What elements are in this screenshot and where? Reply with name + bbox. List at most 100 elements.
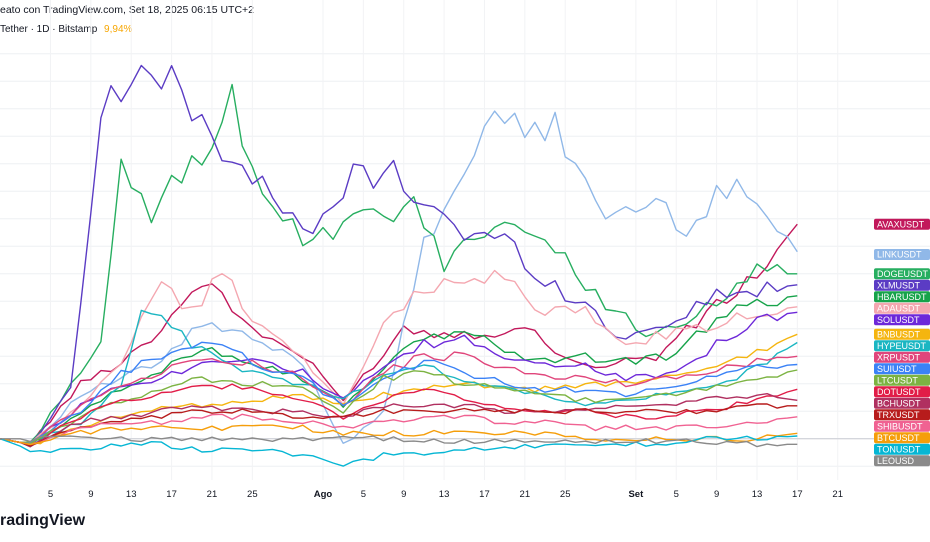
legend-tag-dogeusdt[interactable]: DOGEUSDT [874, 268, 930, 280]
legend-tag-label: SOLUSDT [877, 315, 920, 325]
legend-tag-label: HYPEUSDT [877, 341, 927, 351]
series-line-bchusdt [0, 393, 798, 448]
legend-tag-label: LEOUSD [877, 456, 915, 466]
series-line-xrpusdt [0, 351, 798, 447]
symbol-info: Tether · 1D · Bitstamp [0, 24, 98, 35]
series-line-trxusdt [0, 403, 798, 447]
legend-tag-xrpusdt[interactable]: XRPUSDT [874, 351, 930, 363]
chart-series [0, 64, 798, 467]
series-line-shibusdt [0, 413, 798, 445]
legend-tag-label: HBARUSDT [877, 292, 927, 302]
legend-tag-label: TRXUSDT [877, 410, 920, 420]
legend-tag-btcusdt[interactable]: BTCUSDT [874, 432, 930, 444]
legend-tag-adausdt[interactable]: ADAUSDT [874, 302, 930, 314]
legend-tag-label: XRPUSDT [877, 352, 921, 362]
legend-tag-bg [874, 218, 930, 230]
legend-tag-bg [874, 443, 930, 455]
legend-tag-suiusdt[interactable]: SUIUSDT [874, 363, 930, 375]
legend-tag-bg [874, 409, 930, 421]
legend-tag-label: SHIBUSDT [877, 421, 923, 431]
legend-tag-hbarusdt[interactable]: HBARUSDT [874, 291, 930, 303]
x-tick-label: 5 [674, 489, 679, 500]
legend-tag-label: BNBUSDT [877, 329, 921, 339]
legend-tag-bchusdt[interactable]: BCHUSDT [874, 397, 930, 409]
legend-tag-bg [874, 302, 930, 314]
series-line-ltcusdt [0, 369, 798, 445]
legend-tag-label: DOTUSDT [877, 387, 921, 397]
legend-tag-bnbusdt[interactable]: BNBUSDT [874, 328, 930, 340]
legend-tag-bg [874, 432, 930, 444]
x-tick-label: 17 [479, 489, 490, 500]
legend-tag-linkusdt[interactable]: LINKUSDT [874, 249, 930, 260]
legend-tag-label: ADAUSDT [877, 303, 921, 313]
legend-tag-ltcusdt[interactable]: LTCUSDT [874, 374, 930, 386]
x-tick-label: 21 [520, 489, 531, 500]
series-line-suiusdt [0, 341, 798, 444]
change-value: 9,94% [104, 24, 133, 35]
series-line-dogeusdt [0, 83, 798, 444]
x-tick-label: 9 [714, 489, 719, 500]
x-tick-label: 5 [48, 489, 53, 500]
legend-tag-label: LTCUSDT [877, 375, 918, 385]
legend-tag-shibusdt[interactable]: SHIBUSDT [874, 420, 930, 432]
legend-tag-bg [874, 291, 930, 303]
legend-tag-label: TONUSDT [877, 444, 921, 454]
legend-tag-bg [874, 374, 930, 386]
legend-tag-label: XLMUSDT [877, 280, 921, 290]
chart-header: eato con TradingView.com, Set 18, 2025 0… [0, 4, 255, 16]
series-line-adausdt [0, 269, 798, 444]
x-tick-label: 17 [792, 489, 803, 500]
tradingview-logo: radingView [0, 512, 86, 529]
legend-tag-label: LINKUSDT [877, 250, 922, 260]
series-line-tonusdt [0, 435, 798, 467]
chart-grid [0, 0, 930, 480]
x-tick-label: 25 [560, 489, 571, 500]
x-tick-label: 9 [401, 489, 406, 500]
legend-tag-solusdt[interactable]: SOLUSDT [874, 314, 930, 326]
x-tick-label: 13 [126, 489, 137, 500]
x-tick-label: Ago [314, 489, 333, 500]
legend-tag-label: BCHUSDT [877, 398, 921, 408]
legend-tag-label: DOGEUSDT [877, 269, 929, 279]
x-tick-label: Set [628, 489, 644, 500]
legend-tag-bg [874, 340, 930, 352]
legend-tag-bg [874, 268, 930, 280]
legend-tag-trxusdt[interactable]: TRXUSDT [874, 409, 930, 421]
legend-tag-label: AVAXUSDT [877, 219, 925, 229]
series-line-leousd [0, 435, 798, 448]
legend-tag-leousd[interactable]: LEOUSD [874, 455, 930, 467]
x-tick-label: 17 [166, 489, 177, 500]
x-tick-label: 9 [88, 489, 93, 500]
x-tick-label: 25 [247, 489, 258, 500]
legend-tag-bg [874, 279, 930, 291]
x-tick-label: 21 [832, 489, 843, 500]
legend-tag-xlmusdt[interactable]: XLMUSDT [874, 279, 930, 291]
series-line-solusdt [0, 311, 798, 447]
series-line-btcusdt [0, 424, 798, 446]
chart-subheader: Tether · 1D · Bitstamp 9,94% [0, 24, 132, 35]
legend-tag-avaxusdt[interactable]: AVAXUSDT [874, 218, 930, 230]
legend-tag-label: SUIUSDT [877, 364, 917, 374]
legend-tag-bg [874, 363, 930, 375]
series-line-dotusdt [0, 383, 798, 447]
x-tick-label: 13 [439, 489, 450, 500]
x-tick-label: 5 [361, 489, 366, 500]
legend-tag-bg [874, 420, 930, 432]
legend-tag-hypeusdt[interactable]: HYPEUSDT [874, 340, 930, 352]
legend-tag-bg [874, 386, 930, 398]
legend-tag-bg [874, 249, 930, 260]
series-line-xlmusdt [0, 64, 798, 445]
legend-tag-bg [874, 351, 930, 363]
legend-tag-tonusdt[interactable]: TONUSDT [874, 443, 930, 455]
x-tick-label: 21 [207, 489, 218, 500]
legend-tag-label: BTCUSDT [877, 433, 920, 443]
x-tick-label: 13 [752, 489, 763, 500]
legend-tag-bg [874, 397, 930, 409]
series-line-avaxusdt [0, 223, 798, 446]
legend-tag-bg [874, 328, 930, 340]
x-axis: 5 9 13 17 21 25 Ago 5 9 13 17 21 25 Set 5 9 13 17 21 [48, 489, 843, 500]
legend-tag-dotusdt[interactable]: DOTUSDT [874, 386, 930, 398]
legend-tag-bg [874, 455, 930, 467]
